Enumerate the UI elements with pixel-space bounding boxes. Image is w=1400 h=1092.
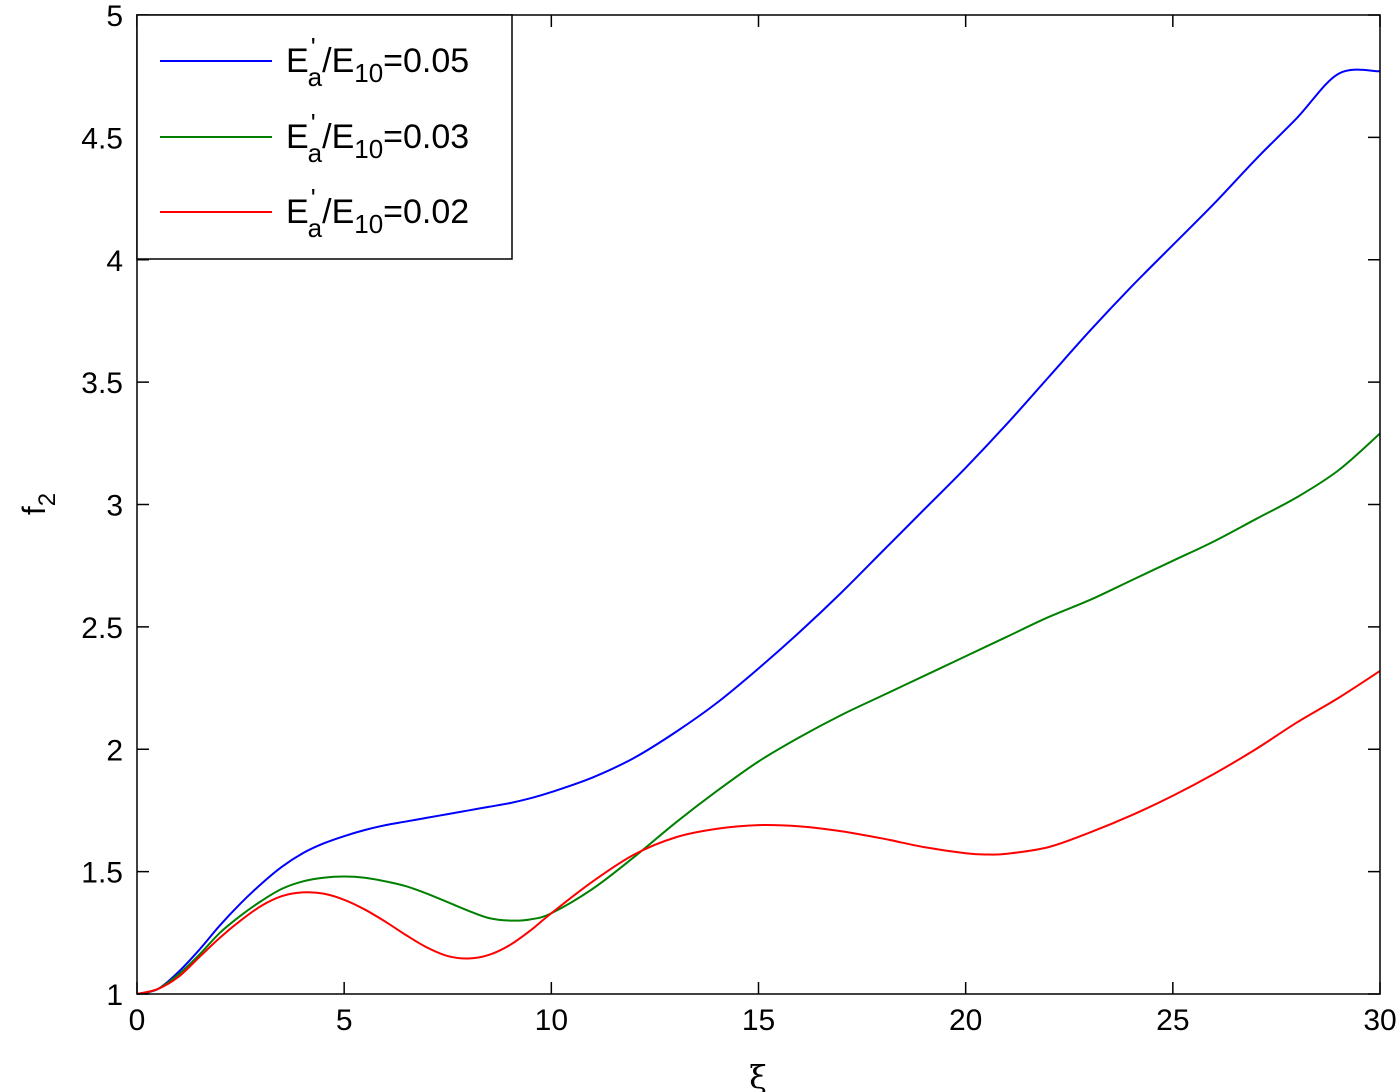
- x-tick-label: 5: [336, 1004, 353, 1037]
- legend: E' a/E10=0.05 E' a/E10=0.03 E' a/E10=0.02: [136, 14, 513, 260]
- y-tick-label: 4: [106, 245, 123, 278]
- y-tick-label: 1: [106, 979, 123, 1012]
- legend-label-3: E' a/E10=0.02: [286, 183, 469, 243]
- y-tick-label: 4.5: [81, 122, 123, 155]
- x-tick-label: 20: [949, 1004, 982, 1037]
- series-line-1: [136, 68, 1381, 995]
- series-line-3: [136, 670, 1381, 995]
- x-tick-label: 10: [535, 1004, 568, 1037]
- legend-label-1: E' a/E10=0.05: [286, 32, 469, 92]
- y-tick-label: 2: [106, 734, 123, 767]
- svg-text:f2: f2: [16, 493, 61, 515]
- y-tick-label: 5: [106, 0, 123, 33]
- x-tick-label: 15: [742, 1004, 775, 1037]
- series-layer: [136, 68, 1381, 995]
- x-axis-label: ξ: [749, 1058, 767, 1092]
- y-tick-label: 3.5: [81, 367, 123, 400]
- y-tick-label: 2.5: [81, 612, 123, 645]
- y-tick-label: 1.5: [81, 857, 123, 890]
- ticks-layer: 0 5 10 15 20 25 30 1 1.5 2 2.5 3 3.5 4 4.5 5: [81, 0, 1396, 1037]
- y-tick-label: 3: [106, 490, 123, 523]
- x-tick-label: 25: [1156, 1004, 1189, 1037]
- x-tick-label: 30: [1363, 1004, 1396, 1037]
- y-axis-label-main: f: [16, 506, 52, 515]
- y-axis-label-sub: 2: [34, 493, 61, 506]
- y-axis-label: f2: [16, 493, 61, 515]
- legend-label-2: E' a/E10=0.03: [286, 108, 469, 168]
- x-tick-label: 0: [129, 1004, 146, 1037]
